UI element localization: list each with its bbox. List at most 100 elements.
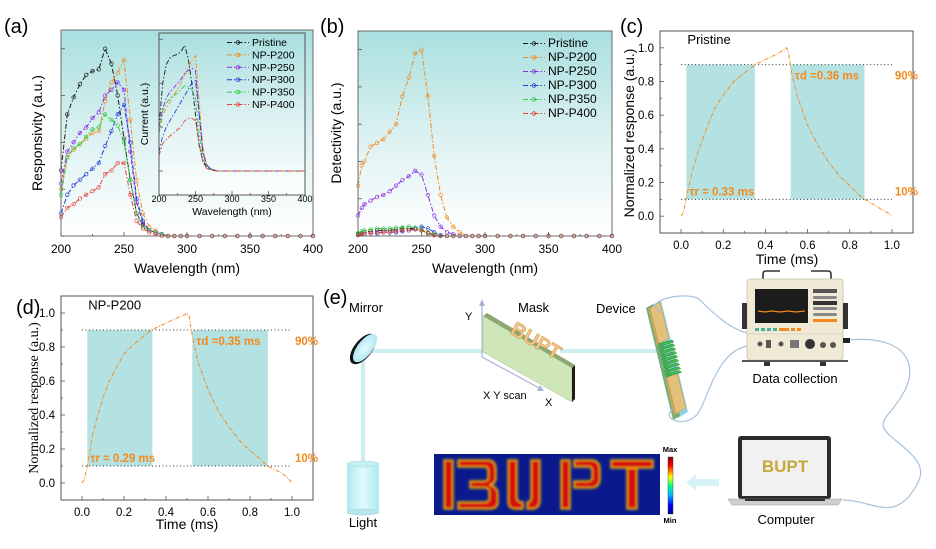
y-tick-label: 1.0 <box>638 43 654 55</box>
plot-b-yticks <box>358 49 362 237</box>
data-point <box>115 80 120 85</box>
data-point <box>400 177 405 183</box>
data-point <box>419 172 424 177</box>
response-curve <box>680 46 893 217</box>
data-point <box>393 183 399 188</box>
x-tick-label: 400 <box>602 242 622 256</box>
x-tick-label: 0.4 <box>757 240 774 252</box>
series-line-np-p350 <box>158 85 305 172</box>
response-curve <box>81 312 293 484</box>
panel-c: (c) 0.0 0.2 0.4 0.6 0.8 1.0 0.0 0.2 0.4 0.6 0.8 1.0… <box>620 16 918 267</box>
axis-x-label: X <box>545 397 553 409</box>
legend-label: NP-P250 <box>548 64 597 78</box>
data-point <box>102 172 108 177</box>
legend-marker <box>531 111 537 116</box>
data-point <box>84 72 89 78</box>
data-point <box>90 69 95 74</box>
x-tick-label: 300 <box>475 242 495 256</box>
data-point <box>419 47 424 52</box>
decay-time-label: τd =0.36 ms <box>795 71 859 83</box>
legend-label: NP-P400 <box>252 99 295 111</box>
data-point <box>71 140 76 145</box>
plot-d-xlabel: Time (ms) <box>156 516 218 532</box>
x-tick-label: 300 <box>177 242 197 256</box>
legend-label: NP-P200 <box>548 50 597 64</box>
device-electrode-finger <box>657 339 675 347</box>
data-point <box>102 143 108 149</box>
data-point <box>128 177 133 182</box>
legend-marker <box>235 40 241 45</box>
data-point <box>406 226 411 231</box>
data-point <box>71 183 76 188</box>
data-point <box>406 174 411 179</box>
legend-marker <box>531 83 537 88</box>
plot-d: 0.0 0.2 0.4 0.6 0.8 1.0 0.0 0.2 0.4 0.6 0.8 1.0 NP-P… <box>39 295 318 519</box>
x-tick-label: 400 <box>297 194 312 204</box>
plot-title: Pristine <box>687 32 730 47</box>
data-point <box>387 129 392 134</box>
y-tick-label: 0.6 <box>39 376 55 388</box>
legend-label: NP-P350 <box>548 92 597 106</box>
data-point <box>102 46 108 51</box>
data-point <box>121 57 127 63</box>
level-90-label: 90% <box>295 336 318 348</box>
data-point <box>140 224 146 229</box>
data-point <box>362 159 367 164</box>
inset-yticks <box>159 38 163 172</box>
data-point <box>115 93 120 98</box>
data-point <box>400 225 405 230</box>
data-point <box>406 75 411 80</box>
data-point <box>359 163 364 168</box>
x-tick-label: 200 <box>348 242 368 256</box>
light-label: Light <box>349 515 378 530</box>
device-electrode-finger <box>662 358 680 366</box>
x-tick-label: 0.2 <box>715 240 731 252</box>
y-tick-label: 0.2 <box>39 444 55 456</box>
computer-icon: BUPT <box>727 436 843 506</box>
data-point <box>134 218 139 224</box>
plot-b-legend: PristineNP-P200NP-P250NP-P300NP-P350NP-P… <box>523 36 597 120</box>
data-point <box>128 149 133 154</box>
scan-label: X Y scan <box>483 390 527 402</box>
data-point <box>96 160 101 166</box>
data-point <box>128 192 133 197</box>
panel-label-a: (a) <box>4 16 28 38</box>
panel-e: (e) Mirror Light Mask BUPT <box>323 270 922 530</box>
data-point <box>359 229 364 234</box>
colorbar-max-label: Max <box>663 445 678 454</box>
x-tick-label: 300 <box>224 194 239 204</box>
series-line-np-p400 <box>158 117 305 172</box>
rise-time-label: τr = 0.33 ms <box>689 186 754 198</box>
x-tick-label: 200 <box>151 194 166 204</box>
data-point <box>96 185 101 190</box>
data-point <box>140 218 146 224</box>
data-point <box>109 61 114 66</box>
light-source-icon <box>346 460 380 516</box>
x-tick-label: 0.0 <box>74 507 90 519</box>
colorbar-min-label: Min <box>664 516 677 525</box>
data-point <box>438 224 443 229</box>
legend-label: NP-P200 <box>252 49 295 61</box>
mirror-label: Mirror <box>349 300 384 315</box>
data-point <box>368 231 373 236</box>
device-electrode-finger <box>660 351 678 358</box>
legend-marker <box>531 41 537 46</box>
x-tick-label: 0.8 <box>242 507 258 519</box>
mask-icon: BUPT <box>482 313 575 403</box>
plot-c: 0.0 0.2 0.4 0.6 0.8 1.0 0.0 0.2 0.4 0.6 0.8 1.0 Pris… <box>638 30 918 252</box>
data-point <box>393 229 399 234</box>
panel-a: (a) 200 250 300 350 400 Wavelength (nm) Resp… <box>4 16 323 276</box>
data-point <box>90 127 95 132</box>
data-point <box>121 140 127 145</box>
y-tick-label: 0.8 <box>39 342 55 354</box>
data-point <box>109 128 114 134</box>
panel-label-d: (d) <box>16 297 40 319</box>
device-electrode-finger <box>658 343 676 351</box>
data-point <box>90 166 95 171</box>
data-point <box>362 202 367 207</box>
data-point <box>359 205 364 211</box>
data-point <box>140 226 146 231</box>
device-electrode-finger <box>661 354 679 362</box>
data-point <box>381 136 386 142</box>
